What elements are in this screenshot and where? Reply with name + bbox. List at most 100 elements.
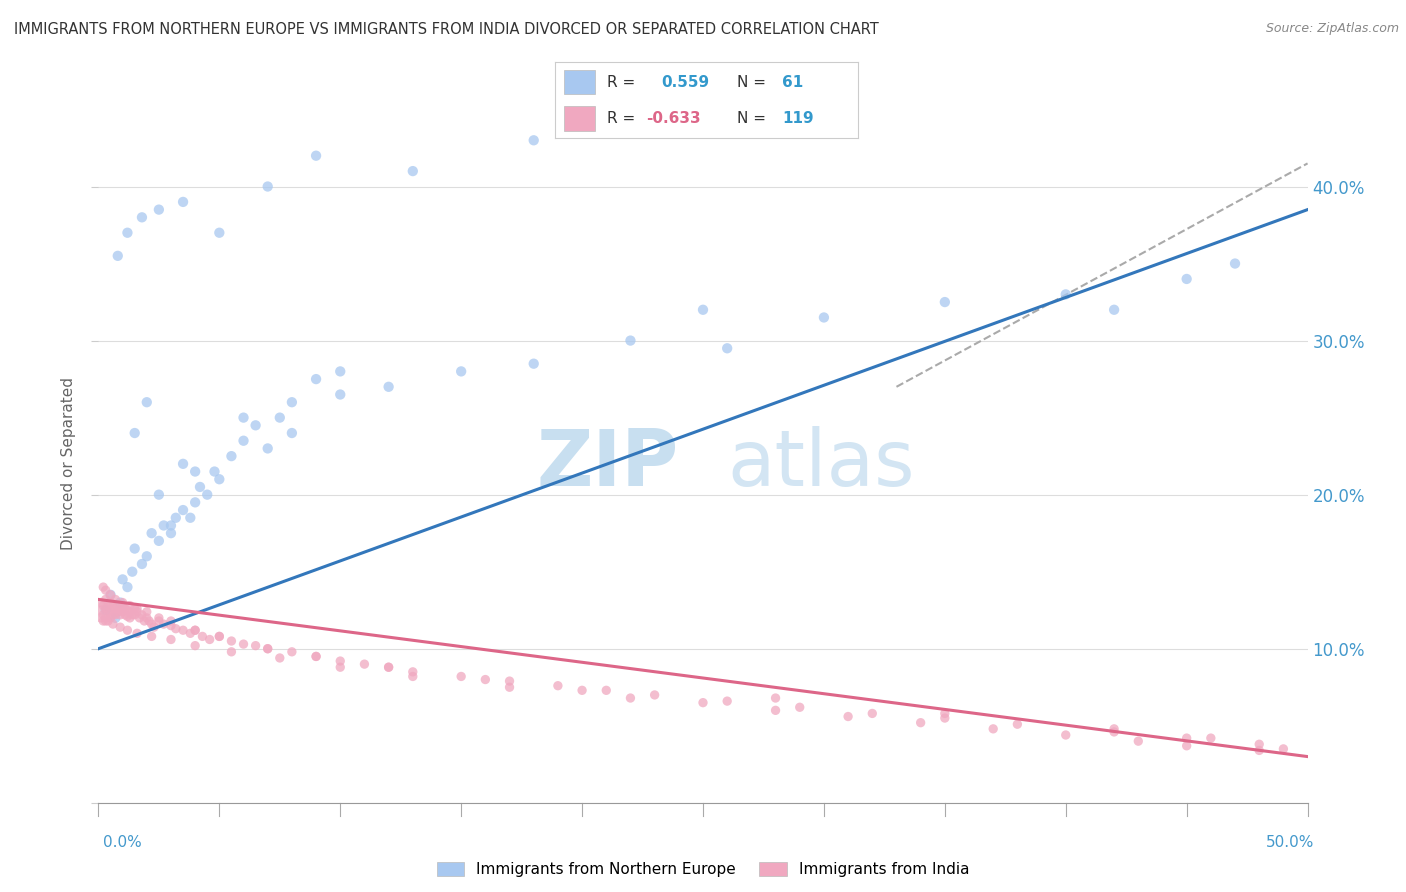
Point xyxy=(1102,722,1125,736)
Point xyxy=(117,580,139,594)
Point xyxy=(91,599,114,613)
Point xyxy=(117,624,139,638)
Point xyxy=(108,607,131,622)
Point xyxy=(172,624,194,638)
FancyBboxPatch shape xyxy=(564,106,595,130)
Point xyxy=(118,599,141,613)
Point xyxy=(716,341,738,355)
Point xyxy=(124,541,146,556)
Point xyxy=(1199,731,1222,745)
Point xyxy=(644,688,666,702)
Point xyxy=(100,588,122,602)
Point xyxy=(148,488,170,502)
Point xyxy=(305,649,328,664)
Point xyxy=(114,601,136,615)
Point xyxy=(256,179,278,194)
Point xyxy=(121,565,143,579)
Point xyxy=(148,614,170,628)
Point xyxy=(131,211,153,225)
Point xyxy=(256,442,278,456)
Point xyxy=(94,601,117,615)
Point xyxy=(107,599,129,613)
Point xyxy=(141,617,163,632)
Point xyxy=(152,617,174,632)
Point xyxy=(188,480,211,494)
Point xyxy=(765,703,787,717)
Point xyxy=(127,605,149,619)
Point xyxy=(184,495,207,509)
Point xyxy=(981,722,1004,736)
Point xyxy=(97,599,120,613)
Point xyxy=(204,465,226,479)
Point xyxy=(91,607,114,622)
Point xyxy=(179,626,201,640)
Point xyxy=(474,673,496,687)
Text: R =: R = xyxy=(607,75,636,90)
Point xyxy=(837,709,859,723)
Point xyxy=(117,226,139,240)
Text: atlas: atlas xyxy=(727,425,915,502)
Point xyxy=(128,611,150,625)
Point xyxy=(221,634,243,648)
Point xyxy=(377,660,399,674)
Point xyxy=(101,617,124,632)
Point xyxy=(148,202,170,217)
Point xyxy=(1223,256,1246,270)
Point xyxy=(208,226,231,240)
Point xyxy=(692,302,714,317)
Point xyxy=(329,387,352,401)
Point xyxy=(1175,739,1198,753)
Point xyxy=(269,651,291,665)
Point xyxy=(114,607,136,622)
Point xyxy=(256,641,278,656)
Point xyxy=(127,601,149,615)
Point xyxy=(135,605,157,619)
Text: 119: 119 xyxy=(782,111,814,126)
Point xyxy=(134,614,156,628)
Point xyxy=(547,679,569,693)
Point xyxy=(141,629,163,643)
Point xyxy=(305,372,328,386)
Point xyxy=(245,418,267,433)
Point xyxy=(1102,302,1125,317)
Point xyxy=(402,669,425,683)
Point xyxy=(118,605,141,619)
Point xyxy=(104,601,127,615)
Point xyxy=(107,249,129,263)
Point xyxy=(104,607,127,622)
Point xyxy=(221,449,243,463)
Point xyxy=(281,425,304,440)
Point xyxy=(619,691,641,706)
Point xyxy=(118,611,141,625)
Point xyxy=(232,637,254,651)
Point xyxy=(195,488,218,502)
Point xyxy=(135,611,157,625)
Point xyxy=(148,611,170,625)
Text: R =: R = xyxy=(607,111,636,126)
Point xyxy=(143,620,166,634)
Point xyxy=(124,601,146,615)
Point xyxy=(281,645,304,659)
Point xyxy=(100,588,122,602)
Point xyxy=(111,605,134,619)
Point xyxy=(90,603,112,617)
Point xyxy=(1007,717,1029,731)
Point xyxy=(860,706,883,721)
Point xyxy=(1249,743,1271,757)
Text: ZIP: ZIP xyxy=(537,425,679,502)
Point xyxy=(94,592,117,607)
Point xyxy=(571,683,593,698)
Text: 61: 61 xyxy=(782,75,803,90)
Point xyxy=(148,533,170,548)
Point xyxy=(160,518,183,533)
Point xyxy=(269,410,291,425)
Point xyxy=(135,549,157,564)
Point xyxy=(104,611,127,625)
Point xyxy=(101,599,124,613)
Point xyxy=(813,310,835,325)
Point xyxy=(1249,737,1271,751)
Text: IMMIGRANTS FROM NORTHERN EUROPE VS IMMIGRANTS FROM INDIA DIVORCED OR SEPARATED C: IMMIGRANTS FROM NORTHERN EUROPE VS IMMIG… xyxy=(14,22,879,37)
Text: N =: N = xyxy=(737,75,766,90)
Point xyxy=(184,639,207,653)
Point xyxy=(934,711,956,725)
